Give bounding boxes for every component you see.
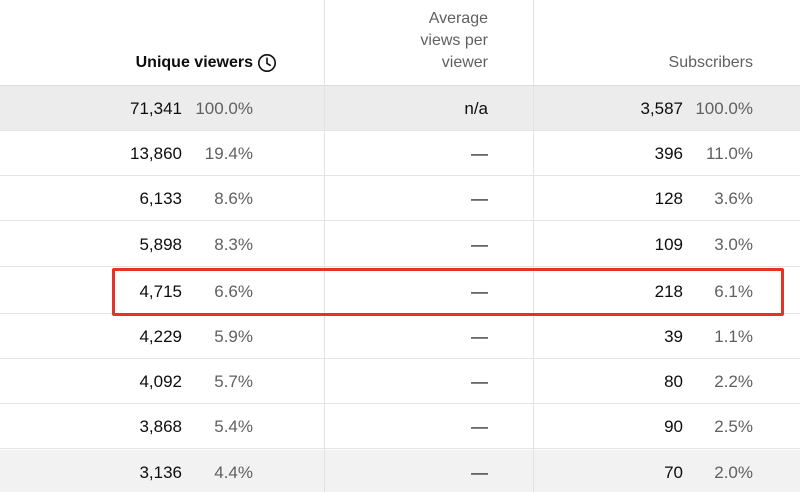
column-header-unique-viewers[interactable]: Unique viewers <box>0 0 325 86</box>
unique-viewers-value: 6,133 <box>139 189 182 208</box>
subscribers-percent: 2.2% <box>714 372 753 391</box>
subscribers-percent: 2.5% <box>714 417 753 436</box>
avg-views-label-line-1: Average <box>428 10 488 27</box>
clock-icon[interactable] <box>257 53 277 73</box>
subscribers-value: 90 <box>664 417 683 436</box>
unique-viewers-percent: 19.4% <box>204 144 253 163</box>
subscribers-label: Subscribers <box>668 54 753 71</box>
subscribers-value: 70 <box>664 463 683 482</box>
table-row[interactable]: 13,860 19.4% — 396 11.0% <box>0 131 800 176</box>
unique-viewers-value: 4,229 <box>139 327 182 346</box>
subscribers-value: 80 <box>664 372 683 391</box>
table-row[interactable]: 5,898 8.3% — 109 3.0% <box>0 222 800 267</box>
unique-viewers-percent: 8.6% <box>214 189 253 208</box>
table-row[interactable]: 4,092 5.7% — 80 2.2% <box>0 359 800 404</box>
unique-viewers-value: 13,860 <box>130 144 182 163</box>
unique-viewers-percent: 4.4% <box>214 463 253 482</box>
table-header: Unique viewers Average views per viewer … <box>0 0 800 86</box>
subscribers-percent: 3.6% <box>714 189 753 208</box>
unique-viewers-value: 4,092 <box>139 372 182 391</box>
subscribers-percent: 100.0% <box>695 99 753 118</box>
table-row[interactable]: 3,868 5.4% — 90 2.5% <box>0 404 800 449</box>
subscribers-value: 3,587 <box>640 99 683 118</box>
subscribers-value: 128 <box>654 189 683 208</box>
unique-viewers-value: 3,868 <box>139 417 182 436</box>
table-row[interactable]: 4,229 5.9% — 39 1.1% <box>0 314 800 359</box>
column-divider <box>324 0 325 492</box>
average-views-value: — <box>471 144 488 163</box>
avg-views-label-line-3: viewer <box>441 54 488 71</box>
unique-viewers-percent: 5.7% <box>214 372 253 391</box>
table-row[interactable]: 3,136 4.4% — 70 2.0% <box>0 450 800 492</box>
subscribers-value: 218 <box>654 282 683 301</box>
unique-viewers-percent: 8.3% <box>214 235 253 254</box>
unique-viewers-value: 4,715 <box>139 282 182 301</box>
unique-viewers-value: 3,136 <box>139 463 182 482</box>
average-views-value: — <box>471 282 488 301</box>
subscribers-percent: 6.1% <box>714 282 753 301</box>
average-views-value: — <box>471 463 488 482</box>
subscribers-value: 39 <box>664 327 683 346</box>
average-views-value: — <box>471 327 488 346</box>
table-row-highlighted[interactable]: 4,715 6.6% — 218 6.1% <box>0 269 800 314</box>
unique-viewers-label: Unique viewers <box>135 54 253 71</box>
table-row-total[interactable]: 71,341 100.0% n/a 3,587 100.0% <box>0 86 800 131</box>
unique-viewers-percent: 6.6% <box>214 282 253 301</box>
unique-viewers-percent: 5.4% <box>214 417 253 436</box>
column-divider <box>533 0 534 492</box>
average-views-value: — <box>471 235 488 254</box>
subscribers-value: 396 <box>654 144 683 163</box>
column-header-subscribers[interactable]: Subscribers <box>534 0 800 86</box>
unique-viewers-percent: 5.9% <box>214 327 253 346</box>
avg-views-label-line-2: views per <box>420 32 488 49</box>
average-views-value: — <box>471 189 488 208</box>
table-row[interactable]: 6,133 8.6% — 128 3.6% <box>0 176 800 221</box>
average-views-value: — <box>471 372 488 391</box>
unique-viewers-value: 5,898 <box>139 235 182 254</box>
average-views-value: — <box>471 417 488 436</box>
subscribers-percent: 3.0% <box>714 235 753 254</box>
subscribers-percent: 11.0% <box>706 144 753 163</box>
subscribers-value: 109 <box>654 235 683 254</box>
unique-viewers-value: 71,341 <box>130 99 182 118</box>
average-views-value: n/a <box>464 99 488 118</box>
unique-viewers-percent: 100.0% <box>195 99 253 118</box>
column-header-average-views-per-viewer[interactable]: Average views per viewer <box>325 0 534 86</box>
subscribers-percent: 1.1% <box>714 327 753 346</box>
subscribers-percent: 2.0% <box>714 463 753 482</box>
